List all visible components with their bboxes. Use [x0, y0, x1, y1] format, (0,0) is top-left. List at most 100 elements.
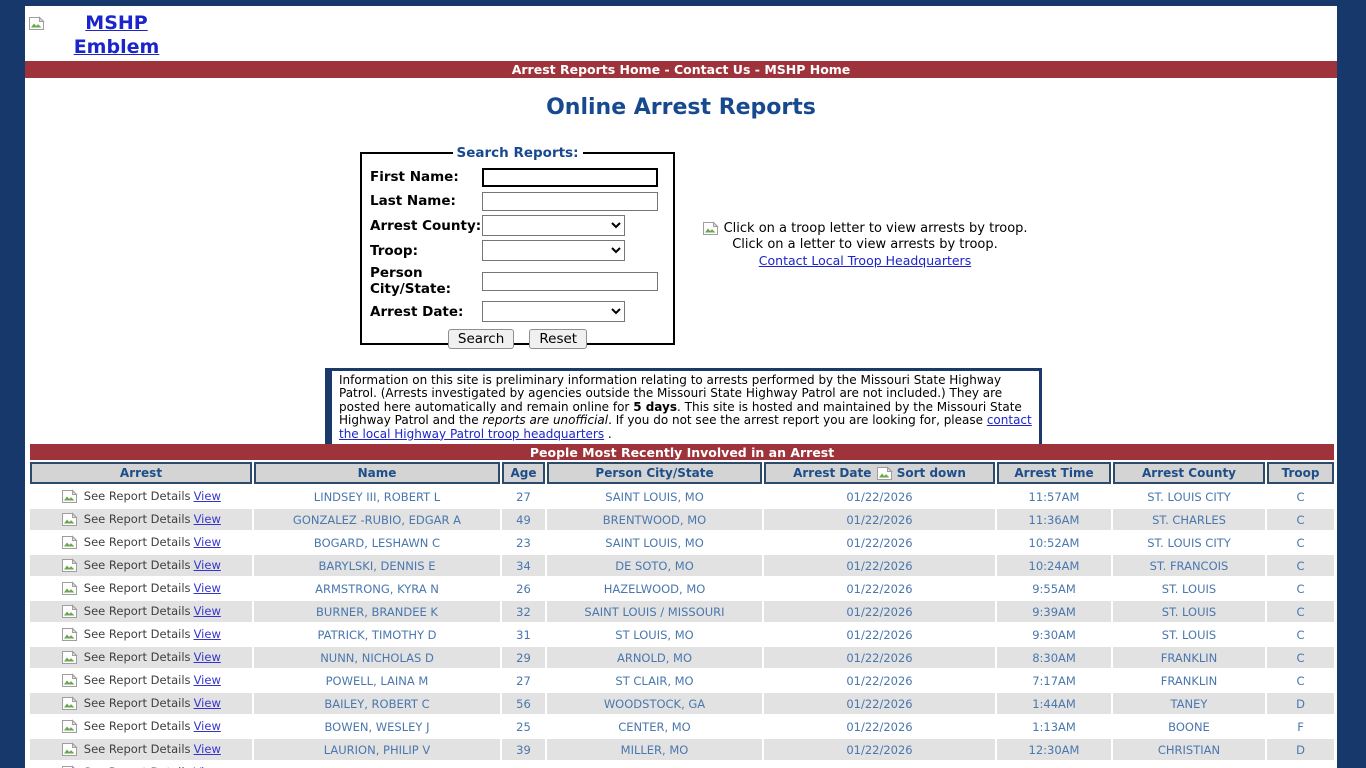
table-row: See Report Details View PATRICK, TIMOTHY D…	[30, 624, 1335, 645]
age-cell: 29	[502, 647, 545, 668]
troop-select[interactable]	[482, 240, 625, 261]
view-report-link[interactable]: View	[193, 627, 221, 641]
person-city-state-cell: CENTER, MO	[547, 716, 762, 737]
arrest-county-cell: BOONE	[1113, 716, 1265, 737]
broken-image-icon	[703, 221, 720, 235]
arrest-county-cell: TANEY	[1113, 693, 1265, 714]
person-city-state-cell	[547, 762, 762, 768]
view-report-link[interactable]: View	[193, 719, 221, 733]
arrest-name-cell: BURNER, BRANDEE K	[254, 601, 500, 622]
arrest-name-cell: ARMSTRONG, KYRA N	[254, 578, 500, 599]
report-details-alt-text: See Report Details	[83, 512, 191, 526]
person-city-state-cell: SAINT LOUIS, MO	[547, 532, 762, 553]
site-notice: Information on this site is preliminary …	[325, 368, 1042, 449]
table-banner: People Most Recently Involved in an Arre…	[30, 444, 1335, 460]
arrest-county-cell: CHRISTIAN	[1113, 739, 1265, 760]
age-cell: 25	[502, 716, 545, 737]
troop-headquarters-link[interactable]: contact the local Highway Patrol troop h…	[339, 413, 1032, 441]
col-header-troop: Troop	[1267, 462, 1335, 484]
table-row: See Report Details View BOWEN, WESLEY J 25 C…	[30, 716, 1335, 737]
arrest-county-cell: ST. LOUIS	[1113, 624, 1265, 645]
table-row: See Report Details View BARYLSKI, DENNIS E…	[30, 555, 1335, 576]
view-report-link[interactable]: View	[193, 489, 221, 503]
arrest-name-cell: BARYLSKI, DENNIS E	[254, 555, 500, 576]
person-city-state-cell: BRENTWOOD, MO	[547, 509, 762, 530]
view-report-link[interactable]: View	[193, 650, 221, 664]
arrests-table: People Most Recently Involved in an Arre…	[28, 442, 1336, 768]
arrest-date-cell: 01/22/2026	[764, 693, 995, 714]
first-name-input[interactable]	[482, 168, 658, 187]
arrest-county-cell: ST. LOUIS	[1113, 578, 1265, 599]
arrest-time-cell: 1:13AM	[997, 716, 1111, 737]
arrest-date-cell: 01/22/2026	[764, 624, 995, 645]
report-details-alt-text: See Report Details	[83, 581, 191, 595]
broken-image-icon	[62, 627, 78, 641]
view-report-link[interactable]: View	[193, 581, 221, 595]
arrest-date-select[interactable]	[482, 301, 625, 322]
col-header-arrest-county: Arrest County	[1113, 462, 1265, 484]
person-city-state-cell: DE SOTO, MO	[547, 555, 762, 576]
broken-image-icon	[62, 742, 78, 756]
last-name-input[interactable]	[482, 192, 658, 211]
broken-image-icon	[62, 489, 78, 503]
view-report-link[interactable]: View	[193, 558, 221, 572]
main-area: Online Arrest Reports Search Reports: Fi…	[25, 78, 1337, 768]
arrest-county-cell	[1113, 762, 1265, 768]
arrest-date-header-text: Arrest Date	[793, 465, 872, 480]
col-header-person-city-state: Person City/State	[547, 462, 762, 484]
nav-separator: -	[660, 62, 674, 77]
person-city-state-cell: SAINT LOUIS, MO	[547, 486, 762, 507]
arrest-time-cell: 1:44AM	[997, 693, 1111, 714]
nav-mshp-home[interactable]: MSHP Home	[764, 62, 851, 77]
age-cell: 31	[502, 624, 545, 645]
contact-local-troop-link[interactable]: Contact Local Troop Headquarters	[758, 253, 972, 268]
person-city-state-input[interactable]	[482, 272, 658, 291]
age-cell	[502, 762, 545, 768]
sort-down-link[interactable]: Sort down	[896, 465, 966, 480]
person-city-state-cell: ST LOUIS, MO	[547, 624, 762, 645]
search-button[interactable]: Search	[447, 329, 515, 349]
arrest-date-cell: 01/22/2026	[764, 739, 995, 760]
view-report-link[interactable]: View	[194, 765, 221, 768]
view-report-link[interactable]: View	[193, 673, 221, 687]
arrest-date-cell: 01/22/2026	[764, 647, 995, 668]
reset-button[interactable]: Reset	[529, 329, 588, 349]
troop-caption: Click on a letter to view arrests by tro…	[732, 237, 998, 252]
table-row: See Report Details View POWELL, LAINA M 27 S…	[30, 670, 1335, 691]
age-cell: 39	[502, 739, 545, 760]
view-report-link[interactable]: View	[193, 696, 221, 710]
arrest-county-select[interactable]	[482, 215, 625, 236]
arrest-name-cell: LAURION, PHILIP V	[254, 739, 500, 760]
broken-image-icon	[62, 719, 78, 733]
report-details-alt-text: See Report Details	[83, 742, 191, 756]
arrest-date-cell: 01/22/2026	[764, 716, 995, 737]
mshp-emblem-link[interactable]: MSHP Emblem	[28, 11, 188, 59]
arrest-name-cell: PATRICK, TIMOTHY D	[254, 624, 500, 645]
report-details-alt-text: See Report Details	[83, 604, 191, 618]
table-row: See Report Details View BAILEY, ROBERT C 56…	[30, 693, 1335, 714]
person-city-state-cell: ARNOLD, MO	[547, 647, 762, 668]
arrest-date-cell: 01/22/2026	[764, 555, 995, 576]
col-header-name: Name	[254, 462, 500, 484]
view-report-link[interactable]: View	[193, 512, 221, 526]
nav-arrest-reports-home[interactable]: Arrest Reports Home	[511, 62, 661, 77]
arrest-date-cell: 01/22/2026	[764, 532, 995, 553]
col-header-arrest-date: Arrest Date Sort down	[764, 462, 995, 484]
arrest-county-cell: ST. LOUIS	[1113, 601, 1265, 622]
nav-contact-us[interactable]: Contact Us	[674, 62, 751, 77]
view-report-link[interactable]: View	[193, 604, 221, 618]
view-report-link[interactable]: View	[193, 535, 221, 549]
age-cell: 56	[502, 693, 545, 714]
report-details-alt-text: See Report Details	[83, 558, 191, 572]
view-report-link[interactable]: View	[193, 742, 221, 756]
